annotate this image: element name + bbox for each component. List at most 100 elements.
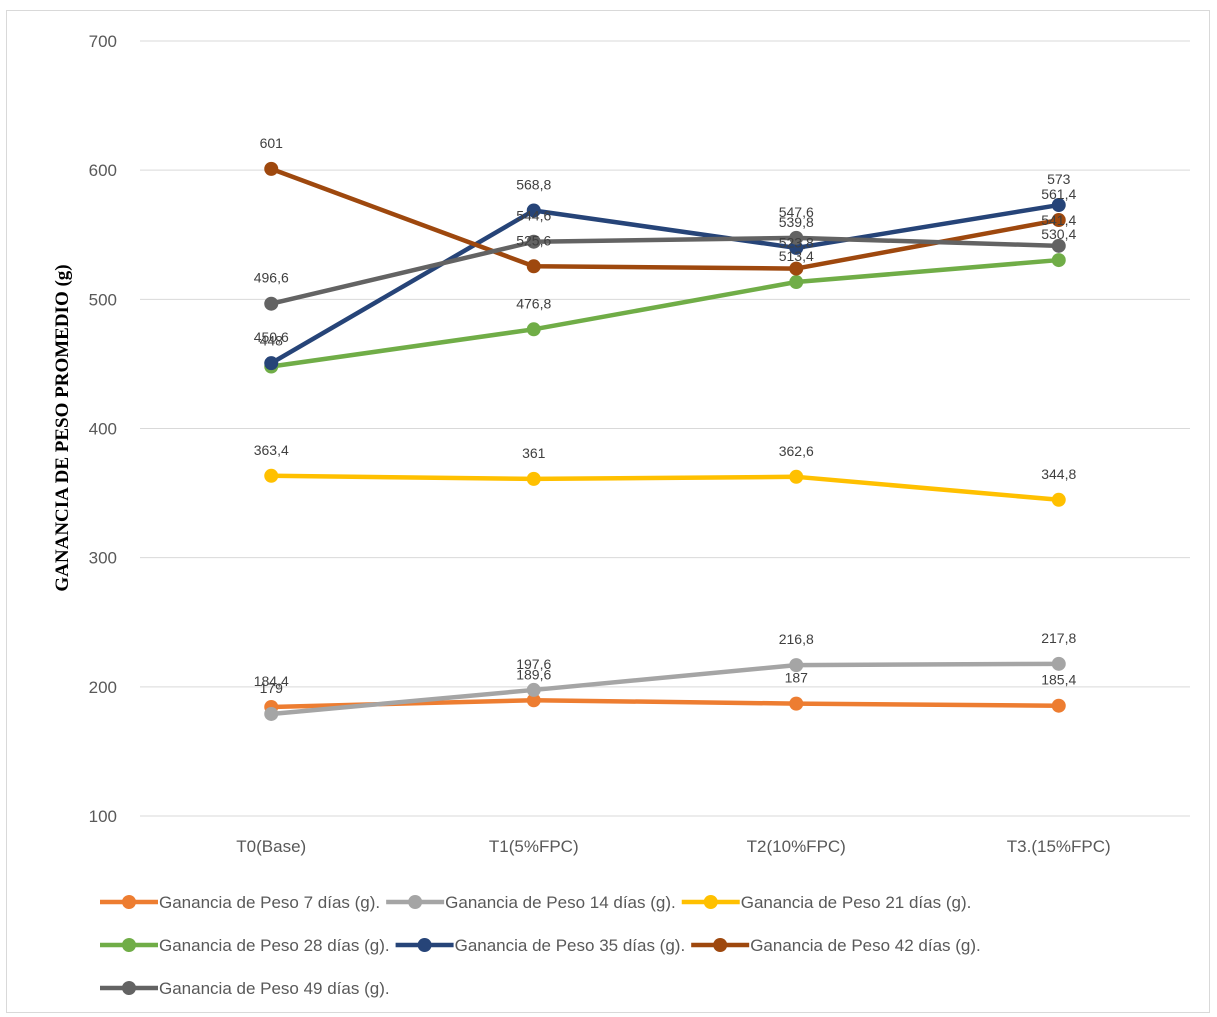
y-axis-label: GANANCIA DE PESO PROMEDIO (g) bbox=[52, 264, 73, 591]
data-point bbox=[264, 706, 279, 721]
data-label: 450,6 bbox=[254, 329, 289, 345]
data-label: 525,6 bbox=[516, 232, 551, 248]
data-label: 185,4 bbox=[1041, 672, 1076, 688]
y-axis-ticks: 100 200 300 400 500 600 700 bbox=[89, 32, 117, 826]
series-line bbox=[269, 202, 1061, 366]
data-point bbox=[789, 261, 804, 276]
data-point bbox=[789, 275, 804, 290]
series-line bbox=[269, 257, 1061, 369]
data-point bbox=[1051, 656, 1066, 671]
data-label: 513,4 bbox=[779, 248, 814, 264]
data-label: 363,4 bbox=[254, 442, 289, 458]
data-label: 216,8 bbox=[779, 631, 814, 647]
legend-swatch-marker bbox=[408, 895, 423, 909]
data-point bbox=[526, 259, 541, 274]
data-label: 573 bbox=[1047, 171, 1071, 187]
data-point bbox=[526, 203, 541, 218]
data-label: 530,4 bbox=[1041, 226, 1076, 242]
legend-label: Ganancia de Peso 42 días (g). bbox=[750, 936, 981, 955]
data-point bbox=[264, 468, 279, 483]
series-6 bbox=[264, 161, 1066, 276]
data-label: 601 bbox=[260, 135, 284, 151]
legend-label: Ganancia de Peso 49 días (g). bbox=[159, 979, 390, 998]
data-point bbox=[789, 658, 804, 673]
legend-swatch-marker bbox=[417, 938, 432, 952]
data-label: 448 bbox=[260, 333, 284, 349]
data-point bbox=[264, 296, 279, 311]
data-label: 476,8 bbox=[516, 295, 551, 311]
data-label: 189,6 bbox=[516, 666, 551, 682]
series-3 bbox=[264, 468, 1066, 507]
legend-item: Ganancia de Peso 28 días (g). bbox=[100, 936, 390, 955]
data-point bbox=[526, 234, 541, 249]
data-label: 568,8 bbox=[516, 176, 551, 192]
x-tick-label: T0(Base) bbox=[236, 837, 306, 856]
x-tick-label: T3.(15%FPC) bbox=[1007, 837, 1111, 856]
series-line bbox=[269, 473, 1061, 503]
data-label: 561,4 bbox=[1041, 186, 1076, 202]
data-point bbox=[264, 161, 279, 176]
data-point bbox=[1051, 253, 1066, 268]
legend-swatch-marker bbox=[703, 895, 718, 909]
legend-swatch-marker bbox=[122, 938, 136, 952]
data-point bbox=[1051, 698, 1066, 713]
legend-item: Ganancia de Peso 49 días (g). bbox=[100, 979, 390, 998]
series-group bbox=[264, 161, 1066, 721]
legend-item: Ganancia de Peso 21 días (g). bbox=[681, 893, 972, 912]
data-label: 187 bbox=[785, 670, 809, 686]
legend-swatch-marker bbox=[122, 981, 136, 995]
data-label: 197,6 bbox=[516, 656, 551, 672]
y-tick-label: 500 bbox=[89, 290, 117, 309]
series-line bbox=[269, 166, 1061, 271]
legend-label: Ganancia de Peso 7 días (g). bbox=[159, 893, 380, 912]
data-label: 496,6 bbox=[254, 270, 289, 286]
series-line bbox=[269, 235, 1061, 306]
x-axis-ticks: T0(Base) T1(5%FPC) T2(10%FPC) T3.(15%FPC) bbox=[236, 837, 1110, 856]
legend-item: Ganancia de Peso 14 días (g). bbox=[386, 893, 676, 912]
data-label: 523,8 bbox=[779, 235, 814, 251]
data-label: 541,4 bbox=[1041, 212, 1076, 228]
legend-label: Ganancia de Peso 28 días (g). bbox=[159, 936, 390, 955]
legend-item: Ganancia de Peso 7 días (g). bbox=[100, 893, 380, 912]
data-point bbox=[1051, 198, 1066, 213]
series-7 bbox=[264, 230, 1066, 311]
chart-frame bbox=[6, 10, 1210, 1013]
legend-label: Ganancia de Peso 35 días (g). bbox=[455, 936, 686, 955]
legend-item: Ganancia de Peso 42 días (g). bbox=[691, 936, 981, 955]
y-tick-label: 300 bbox=[89, 549, 117, 568]
data-labels: 184,4 189,6 187 185,4 179 197,6 216,8 217,8 363,… bbox=[254, 135, 1077, 696]
data-label: 539,8 bbox=[779, 214, 814, 230]
data-label: 217,8 bbox=[1041, 630, 1076, 646]
data-label: 547,6 bbox=[779, 204, 814, 220]
series-line bbox=[269, 661, 1061, 717]
data-point bbox=[1051, 238, 1066, 253]
data-point bbox=[526, 682, 541, 697]
legend-label: Ganancia de Peso 14 días (g). bbox=[445, 893, 676, 912]
data-label: 344,8 bbox=[1041, 466, 1076, 482]
legend-swatch-marker bbox=[122, 895, 136, 909]
data-point bbox=[1051, 213, 1066, 228]
data-label: 184,4 bbox=[254, 673, 289, 689]
series-4 bbox=[264, 253, 1066, 374]
x-tick-label: T1(5%FPC) bbox=[489, 837, 579, 856]
data-label: 179 bbox=[260, 680, 284, 696]
legend-swatch-marker bbox=[713, 938, 728, 952]
data-label: 544,6 bbox=[516, 208, 551, 224]
grid-lines bbox=[140, 40, 1190, 817]
data-label: 361 bbox=[522, 445, 546, 461]
data-point bbox=[789, 469, 804, 484]
data-point bbox=[526, 322, 541, 337]
series-2 bbox=[264, 656, 1066, 721]
x-tick-label: T2(10%FPC) bbox=[747, 837, 846, 856]
y-tick-label: 200 bbox=[89, 678, 117, 697]
data-point bbox=[526, 471, 541, 486]
series-5 bbox=[264, 198, 1066, 371]
data-point bbox=[264, 356, 279, 371]
y-tick-label: 600 bbox=[89, 161, 117, 180]
legend: Ganancia de Peso 7 días (g). Ganancia de … bbox=[100, 893, 981, 998]
data-label: 362,6 bbox=[779, 443, 814, 459]
legend-label: Ganancia de Peso 21 días (g). bbox=[741, 893, 972, 912]
data-point bbox=[526, 693, 541, 708]
data-point bbox=[1051, 492, 1066, 507]
